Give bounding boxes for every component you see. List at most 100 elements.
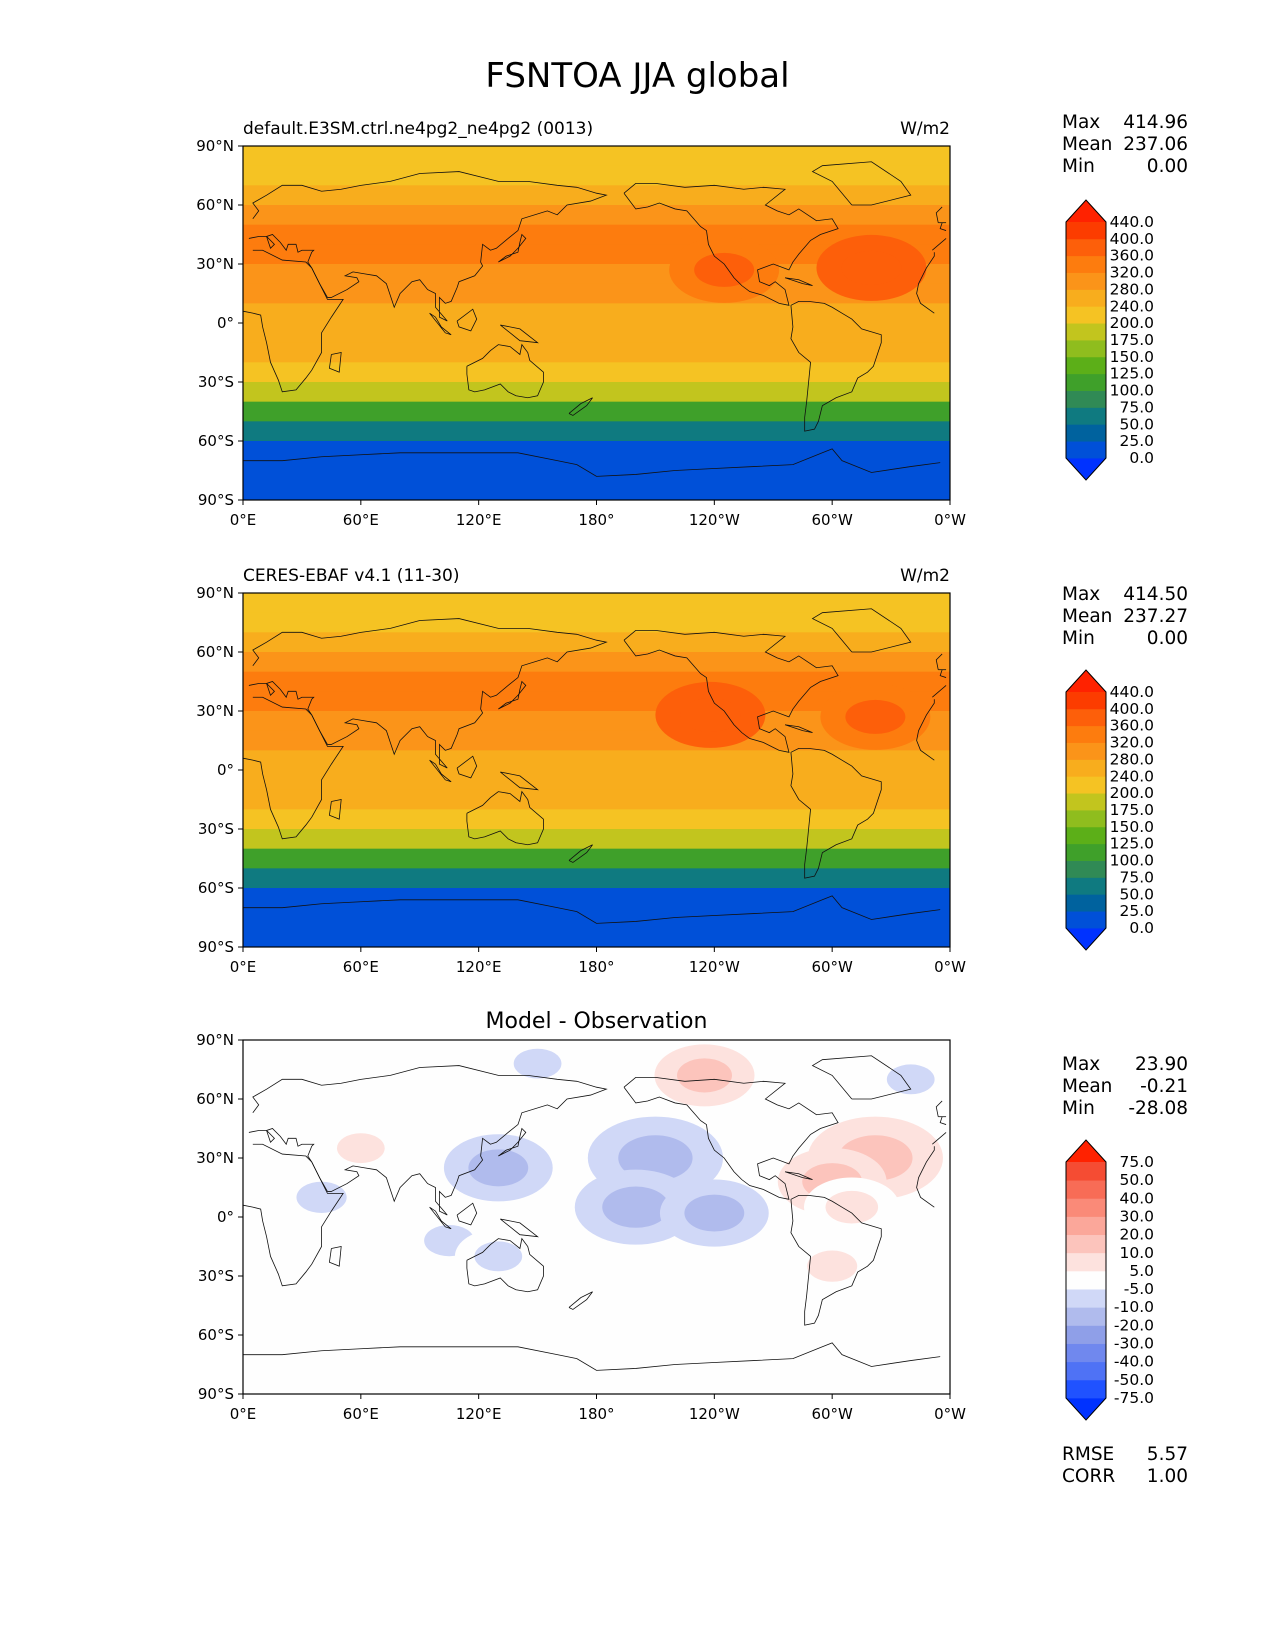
colorbar-label: 125.0 [1110, 835, 1154, 853]
x-tick-label: 0°W [934, 958, 966, 976]
colorbar-segment [1066, 1307, 1106, 1326]
anomaly-contour [825, 1190, 879, 1224]
anomaly-contour [886, 1064, 935, 1095]
colorbar-label: 10.0 [1119, 1244, 1154, 1262]
coastline [498, 680, 527, 710]
anomaly-contour [474, 1241, 523, 1272]
colorbar-label: 360.0 [1110, 717, 1154, 735]
coastline [568, 1291, 593, 1310]
field-band [243, 283, 950, 304]
field-band [243, 342, 950, 363]
anomaly-contour [618, 1135, 693, 1181]
colorbar-segment [1066, 1343, 1106, 1363]
colorbar-label: 400.0 [1110, 700, 1154, 718]
map-obs: CERES-EBAF v4.1 (11-30) W/m2 0°E 60°E 120°E 1… [196, 566, 966, 976]
y-tick-label: 90°N [196, 1031, 234, 1049]
colorbar-segment [1066, 1289, 1106, 1308]
coastline [623, 629, 839, 753]
colorbar-label: 100.0 [1110, 852, 1154, 870]
coastline [935, 653, 943, 670]
colorbar-segment [1066, 810, 1106, 828]
y-tick-label: 60°S [198, 1326, 234, 1344]
colorbar-segment [1066, 793, 1106, 811]
coastline [243, 448, 941, 477]
x-tick-label: 0°E [230, 1405, 257, 1423]
coastline [790, 1194, 882, 1326]
colorbar-extend-min [1066, 1398, 1106, 1420]
anomaly-contour [296, 1181, 347, 1213]
y-tick-label: 60°N [196, 643, 234, 661]
stat-mean: Mean -0.21 [1062, 1076, 1188, 1097]
stat-min: Min -28.08 [1062, 1098, 1188, 1119]
coastline [916, 1146, 935, 1208]
coastline [790, 747, 882, 879]
coastline [248, 618, 608, 769]
colorbar-segment [1066, 340, 1106, 358]
x-tick-label: 60°E [343, 958, 379, 976]
field-band [243, 401, 950, 422]
colorbar-segment [1066, 860, 1106, 878]
field-band [243, 480, 950, 500]
colorbar-label: -20.0 [1114, 1316, 1154, 1334]
coastline [466, 343, 544, 399]
x-tick-label: 120°E [456, 511, 502, 529]
coastline [916, 252, 935, 314]
metric-corr: CORR 1.00 [1062, 1466, 1188, 1487]
coastline [456, 308, 478, 332]
coastline [429, 759, 452, 783]
coastline [932, 1132, 947, 1145]
x-tick-label: 0°W [934, 511, 966, 529]
coastline [784, 724, 813, 734]
colorbar-segment [1066, 390, 1106, 408]
coastline [243, 895, 941, 924]
colorbar-segment [1066, 222, 1106, 240]
coastline [498, 233, 527, 263]
colorbar-segment [1066, 1379, 1106, 1399]
anomaly-contour [684, 1194, 745, 1232]
colorbar-label: 320.0 [1110, 734, 1154, 752]
x-tick-label: 120°E [456, 1405, 502, 1423]
colorbar-segment [1066, 1162, 1106, 1181]
colorbar-segment [1066, 911, 1106, 929]
colorbar-label: -30.0 [1114, 1335, 1154, 1353]
colorbar-segment [1066, 356, 1106, 375]
figure-title: FSNTOA JJA global [485, 56, 790, 96]
y-tick-label: 60°S [198, 879, 234, 897]
units-label-obs: W/m2 [900, 566, 950, 586]
coastline [811, 1055, 912, 1100]
colorbar-segment [1066, 323, 1106, 341]
x-tick-label: 0°W [934, 1405, 966, 1423]
coastline [243, 1342, 941, 1371]
coastline [242, 249, 344, 393]
colorbar-label: -75.0 [1114, 1389, 1154, 1407]
metrics-diff: RMSE 5.57 CORR 1.00 [1062, 1444, 1188, 1488]
y-tick-label: 30°N [196, 255, 234, 273]
anomaly-contour [468, 1149, 529, 1187]
panel-title-model: default.E3SM.ctrl.ne4pg2_ne4pg2 (0013) [243, 119, 593, 139]
colorbar-label: 175.0 [1110, 331, 1154, 349]
colorbar-segment [1066, 238, 1106, 257]
colorbar-model: 440.0400.0360.0320.0280.0240.0200.0175.0… [1065, 199, 1154, 481]
map-model: default.E3SM.ctrl.ne4pg2_ne4pg2 (0013) W/… [196, 119, 966, 529]
colorbar-label: 0.0 [1129, 919, 1154, 937]
field-band [243, 303, 950, 324]
colorbar-segment [1066, 776, 1106, 794]
coastline [932, 238, 947, 251]
colorbar-label: 30.0 [1119, 1207, 1154, 1225]
colorbar-label: 100.0 [1110, 382, 1154, 400]
panel-diff: Model - Observation 0°E 60°E 120°E 180° 120°W… [0, 0, 1275, 1487]
coastline [568, 844, 593, 863]
stat-min: Min 0.00 [1062, 156, 1188, 177]
field-band [243, 671, 950, 692]
stats-obs: Max 414.50 Mean 237.27 Min 0.00 [1062, 584, 1188, 650]
field-band [243, 146, 950, 167]
field-band [243, 652, 950, 673]
colorbar-outline [1065, 1139, 1107, 1421]
colorbar-label: 320.0 [1110, 264, 1154, 282]
colorbar-segment [1066, 843, 1106, 861]
field-band [243, 441, 950, 462]
x-tick-label: 60°W [811, 1405, 853, 1423]
field-band [243, 612, 950, 633]
field-band [243, 323, 950, 344]
y-tick-label: 90°S [198, 1385, 234, 1403]
